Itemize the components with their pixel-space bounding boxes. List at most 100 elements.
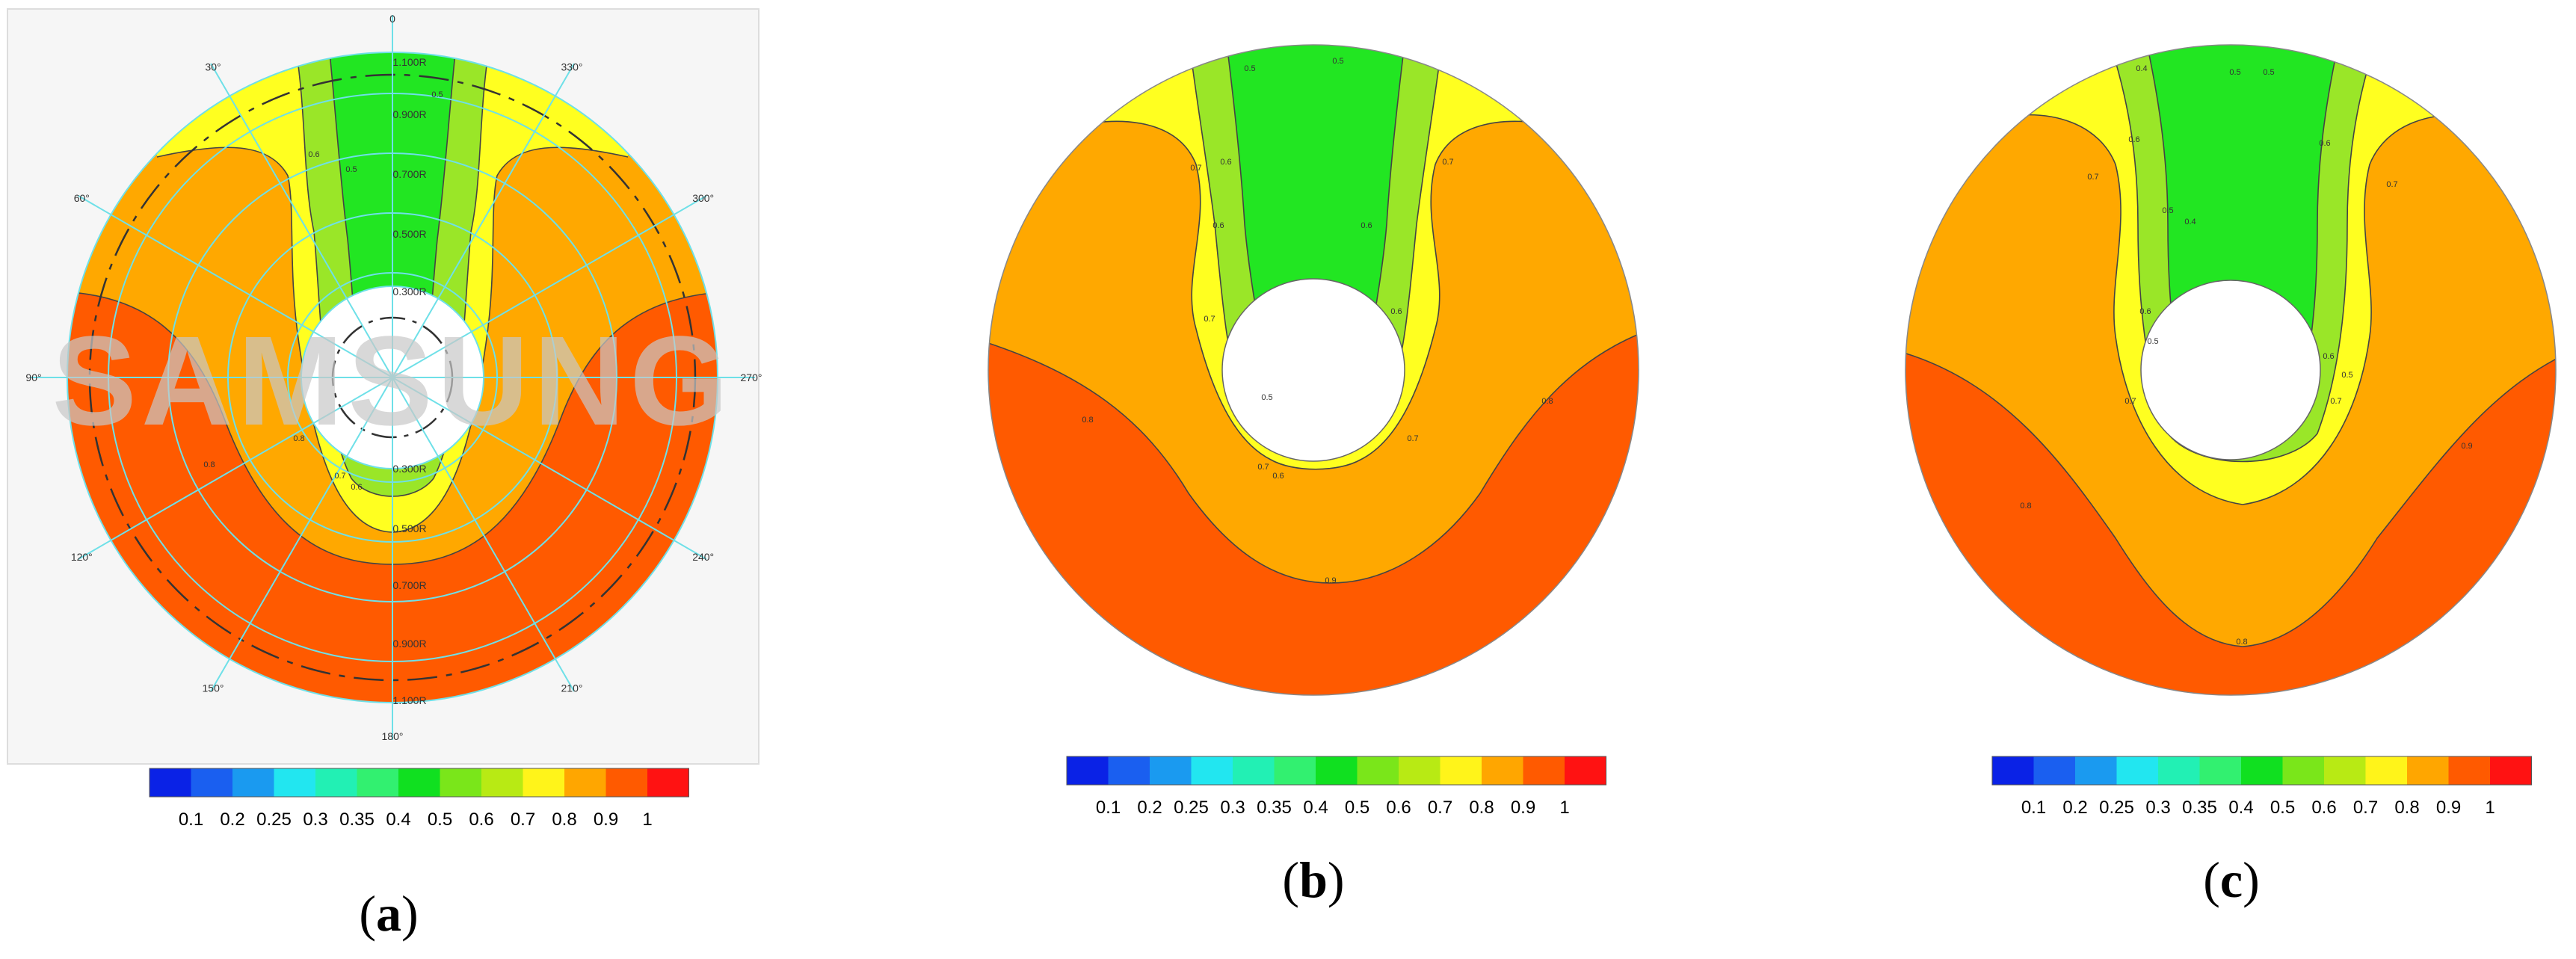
colorbar-swatch: [1316, 756, 1358, 785]
radius-label: 0.300R: [392, 463, 426, 475]
contour-label: 0.4: [2184, 218, 2196, 226]
colorbar-swatch: [232, 768, 274, 797]
colorbar-swatch: [2033, 756, 2075, 785]
panel-label-b: (b): [1282, 851, 1344, 908]
panel-label-c: (c): [2203, 851, 2260, 908]
colorbar-swatch: [2158, 756, 2200, 785]
colorbar-a: 0.1 0.2 0.25 0.3 0.35 0.4 0.5 0.6 0.7 0.8 0.9 1: [149, 768, 689, 830]
contour-label: 0.8: [1082, 416, 1093, 425]
colorbar-tick-label: 0.3: [1220, 798, 1245, 818]
radius-label: 0.500R: [392, 522, 426, 534]
angle-label: 30°: [205, 61, 221, 73]
contour-label: 0.7: [1407, 434, 1418, 443]
contour-labels-b: 0.50.50.60.70.70.6 0.60.70.50.60.80.80.70…: [1082, 57, 1553, 585]
colorbar-swatch: [606, 768, 647, 797]
colorbar-tick-label: 0.35: [1257, 798, 1292, 818]
contour-label: 0.7: [2087, 173, 2098, 182]
colorbar-tick-label: 0.7: [2353, 798, 2378, 818]
colorbar-swatch: [1357, 756, 1399, 785]
colorbar-tick-label: 0.8: [1469, 798, 1494, 818]
colorbar-b: 0.1 0.2 0.25 0.3 0.35 0.4 0.5 0.6 0.7 0.8 0.9 1: [1066, 756, 1606, 818]
radius-label: 1.100R: [392, 56, 426, 68]
colorbar-swatch: [315, 768, 357, 797]
colorbar-swatch: [1399, 756, 1440, 785]
outer-ring: [1905, 44, 2557, 696]
colorbar-swatch: [2282, 756, 2324, 785]
colorbar-swatch: [150, 768, 191, 797]
panel-b: 0.50.50.60.70.70.6 0.60.70.50.60.80.80.70…: [987, 44, 1639, 696]
angle-label: 90°: [25, 371, 41, 383]
panel-a: SAMSUNG 0 30° 60° 90° 120° 150° 180° 210° 240° 27…: [7, 8, 762, 765]
contour-label: 0.8: [203, 460, 215, 469]
spokes: [30, 15, 755, 740]
colorbar-tick-label: 0.2: [220, 810, 244, 830]
colorbar-tick-label: 0.8: [552, 810, 576, 830]
colorbar-tick-label: 1: [642, 810, 652, 830]
colorbar-swatch: [2241, 756, 2283, 785]
colorbar-tick-label: 0.5: [1345, 798, 1369, 818]
contour-label: 0.7: [2124, 397, 2136, 406]
radius-label: 0.700R: [392, 579, 426, 591]
contour-label: 0.6: [1220, 158, 1231, 167]
colorbar-tick-label: 0.25: [256, 810, 292, 830]
colorbar-tick-label: 0.7: [1428, 798, 1452, 818]
contour-label: 0.5: [345, 165, 357, 174]
contour-label: 0.5: [2263, 68, 2274, 77]
contour-label: 0.6: [1390, 307, 1402, 316]
colorbar-tick-label: 0.4: [1303, 798, 1328, 818]
colorbar-swatch: [1565, 756, 1606, 785]
radius-label: 0.900R: [392, 638, 426, 650]
colorbar-tick-label: 0.1: [179, 810, 203, 830]
angle-label: 300°: [692, 192, 714, 204]
contour-label: 0.5: [1244, 64, 1255, 73]
outer-ring: [987, 44, 1639, 696]
contour-label: 0.5: [2341, 371, 2352, 380]
radius-labels: 1.100R 0.900R 0.700R 0.500R 0.300R 0.300R 0.50…: [392, 56, 426, 706]
contour-label: 0.6: [351, 483, 362, 492]
contour-label: 0.5: [2147, 337, 2158, 346]
panel-label-a: (a): [359, 885, 418, 942]
colorbar-swatch: [2199, 756, 2241, 785]
colorbar-tick-label: 0.25: [2099, 798, 2134, 818]
colorbar-swatch: [1992, 756, 2034, 785]
colorbar-tick-label: 0.3: [303, 810, 327, 830]
contour-label: 0.5: [1332, 57, 1343, 66]
angle-label: 120°: [71, 551, 93, 563]
contour-label: 0.7: [1204, 315, 1215, 324]
colorbar-tick-label: 0.5: [428, 810, 452, 830]
contour-label: 0.4: [2136, 64, 2147, 73]
colorbar-swatch: [523, 768, 564, 797]
colorbar-tick-label: 0.6: [1386, 798, 1411, 818]
radius-label: 0.500R: [392, 228, 426, 240]
colorbar-frame: [1066, 756, 1606, 786]
contour-label: 0.7: [1442, 158, 1453, 167]
contour-label: 0.6: [2128, 135, 2139, 144]
colorbar-swatch: [1191, 756, 1233, 785]
contour-label: 0.8: [2020, 502, 2031, 511]
colorbar-tick-label: 0.1: [2021, 798, 2046, 818]
radius-label: 1.100R: [392, 694, 426, 706]
colorbar-swatch: [2075, 756, 2117, 785]
colorbar-tick-label: 0.2: [2062, 798, 2087, 818]
contour-label: 0.8: [2236, 638, 2247, 647]
colorbar-tick-label: 0.25: [1174, 798, 1209, 818]
contour-label: 0.8: [1541, 397, 1553, 406]
colorbar-swatch: [2116, 756, 2158, 785]
colorbar-swatch: [1482, 756, 1523, 785]
contour-label: 0.9: [1325, 576, 1336, 585]
angle-label: 0: [389, 13, 395, 25]
contour-label: 0.9: [2461, 442, 2472, 451]
angle-label: 60°: [74, 192, 90, 204]
contour-labels-a: 0.5 0.5 0.6 0.8 0.7 0.6 0.8: [203, 90, 443, 492]
angle-label: 180°: [382, 730, 404, 742]
colorbar-swatch: [1067, 756, 1109, 785]
colorbar-swatch: [1233, 756, 1275, 785]
colorbar-tick-label: 0.9: [594, 810, 618, 830]
colorbar-tick-label: 0.8: [2394, 798, 2419, 818]
contour-label: 0.6: [2323, 352, 2334, 361]
colorbar-tick-label: 0.1: [1096, 798, 1121, 818]
colorbar-swatch: [1108, 756, 1150, 785]
radius-label: 0.700R: [392, 168, 426, 180]
colorbar-tick-label: 0.3: [2145, 798, 2170, 818]
